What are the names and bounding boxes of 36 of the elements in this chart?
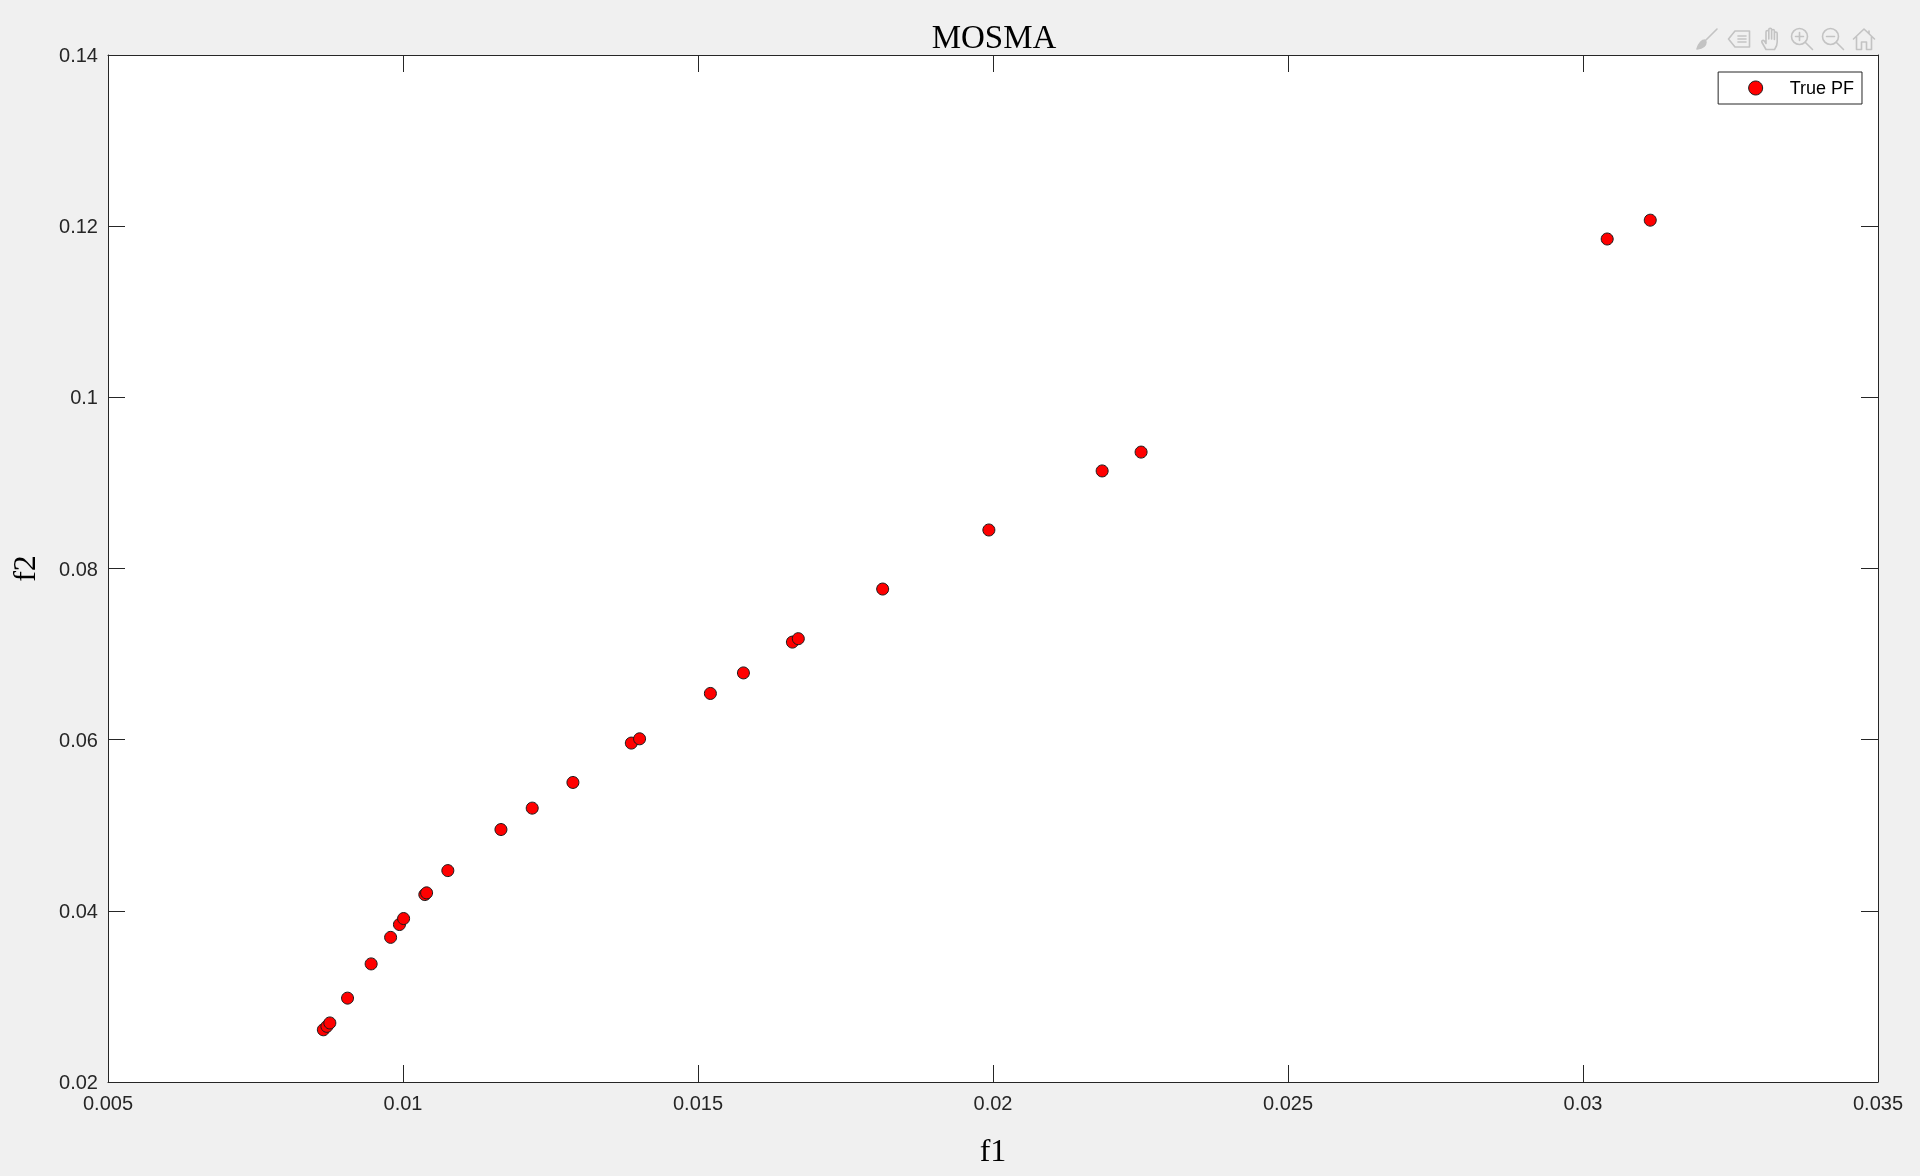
x-axis-title: f1: [979, 1132, 1007, 1168]
point: [341, 991, 355, 1005]
point: [441, 864, 455, 878]
point: [397, 912, 411, 926]
y-tick-label: 0.06: [59, 728, 98, 751]
point: [384, 930, 398, 944]
x-tick-label: 0.005: [82, 1092, 134, 1114]
x-tick-label: 0.035: [1852, 1092, 1904, 1114]
point: [1095, 464, 1109, 478]
point: [633, 732, 647, 746]
legend-label: True PF: [1789, 78, 1855, 98]
point: [1134, 445, 1148, 459]
x-tick-label: 0.02: [973, 1092, 1013, 1114]
x-tick-label: 0.03: [1563, 1092, 1603, 1114]
point: [566, 775, 580, 789]
y-tick-label: 0.08: [59, 557, 98, 580]
x-tick-label: 0.025: [1262, 1092, 1314, 1114]
y-axis-title: f2: [6, 555, 42, 582]
point: [525, 801, 539, 815]
chart-title: MOSMA: [931, 18, 1057, 55]
point: [703, 686, 717, 700]
x-tick-label: 0.01: [383, 1092, 423, 1114]
point: [1600, 232, 1614, 246]
y-tick-label: 0.12: [59, 215, 98, 238]
x-tick-label: 0.015: [672, 1092, 724, 1114]
point: [791, 632, 805, 646]
y-tick-label: 0.14: [59, 44, 98, 66]
point: [736, 666, 750, 680]
y-tick-label: 0.02: [59, 1071, 98, 1093]
y-tick-label: 0.04: [59, 899, 98, 922]
point: [364, 957, 378, 971]
point: [494, 823, 508, 837]
point: [876, 582, 890, 596]
point: [982, 523, 996, 537]
y-tick-label: 0.1: [70, 386, 98, 409]
point: [1643, 213, 1657, 227]
